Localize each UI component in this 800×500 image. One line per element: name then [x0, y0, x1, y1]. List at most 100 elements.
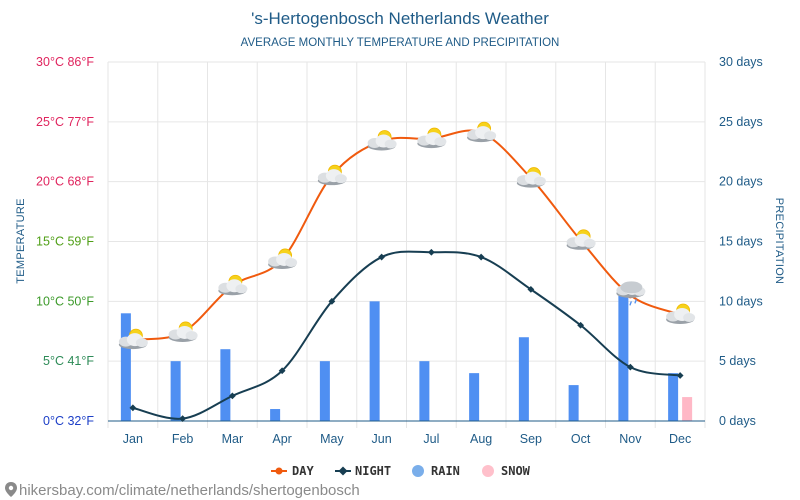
rain-bar: [419, 361, 430, 421]
night-point: [626, 363, 634, 371]
legend-rain-marker: [412, 465, 424, 477]
night-point: [179, 415, 187, 423]
precipitation-tick-label: 30 days: [719, 55, 763, 69]
precipitation-axis-ticks: 0 days 5 days 10 days 15 days 20 days 25 days…: [719, 55, 763, 428]
cloud-puff: [185, 330, 198, 340]
precipitation-tick-label: 25 days: [719, 115, 763, 129]
legend-night-marker: [338, 466, 348, 476]
night-point: [527, 285, 535, 293]
night-point: [378, 253, 386, 261]
snow-bar: [682, 397, 693, 421]
night-point: [278, 367, 286, 375]
cloud-puff: [235, 284, 248, 294]
temperature-tick-label: 15°C 59°F: [36, 235, 94, 249]
rain-bar: [668, 373, 679, 421]
rain-bar: [220, 349, 231, 421]
legend-night-label: NIGHT: [355, 464, 391, 478]
temperature-axis-title: TEMPERATURE: [15, 198, 27, 284]
sun-cloud-icon: [566, 229, 596, 250]
precipitation-tick-label: 15 days: [719, 235, 763, 249]
temperature-axis-ticks: 0°C 32°F 5°C 41°F 10°C 50°F 15°C 59°F 20°C 6…: [36, 55, 94, 428]
legend-day-marker: [275, 467, 283, 475]
location-pin-icon: [5, 482, 17, 497]
sun-cloud-icon: [467, 121, 497, 143]
sun-cloud-icon: [118, 328, 148, 350]
month-label: Feb: [172, 432, 194, 446]
month-label: Dec: [669, 432, 691, 446]
legend-snow-label: SNOW: [501, 464, 531, 478]
temperature-tick-label: 10°C 50°F: [36, 294, 94, 308]
precipitation-bars: [120, 289, 693, 421]
rain-bar: [618, 289, 629, 421]
month-label: Mar: [222, 432, 244, 446]
chart-title: 's-Hertogenbosch Netherlands Weather: [251, 9, 549, 28]
month-axis: Jan Feb Mar Apr May Jun Jul Aug Sep Oct Nov Dec: [123, 432, 691, 446]
legend-item-day[interactable]: DAY: [271, 464, 314, 478]
cloud-puff: [334, 174, 347, 184]
rain-drop: [629, 301, 632, 306]
rain-cloud-icon: [616, 281, 646, 306]
rain-bar: [369, 301, 380, 421]
legend: DAY NIGHT RAIN SNOW: [271, 464, 531, 478]
month-label: Sep: [520, 432, 542, 446]
month-label: Nov: [619, 432, 642, 446]
footer-url: hikersbay.com/climate/netherlands/sherto…: [19, 482, 360, 499]
rain-drop: [634, 299, 637, 304]
month-label: Apr: [272, 432, 291, 446]
cloud-puff: [620, 281, 643, 294]
month-label: Aug: [470, 432, 492, 446]
temperature-tick-label: 0°C 32°F: [43, 414, 94, 428]
sun-cloud-icon: [218, 274, 248, 296]
sun-cloud-icon: [317, 164, 347, 186]
temperature-tick-label: 25°C 77°F: [36, 115, 94, 129]
month-label: Jul: [423, 432, 439, 446]
month-label: Jun: [372, 432, 392, 446]
night-point: [477, 253, 485, 261]
month-label: Jan: [123, 432, 143, 446]
rain-bar: [469, 373, 480, 421]
cloud-puff: [683, 312, 696, 322]
rain-bar: [120, 313, 131, 421]
sun-cloud-icon: [168, 321, 198, 342]
precipitation-tick-label: 5 days: [719, 354, 756, 368]
footer-link[interactable]: hikersbay.com/climate/netherlands/sherto…: [5, 482, 360, 499]
rain-bar: [568, 385, 579, 421]
cloud-puff: [135, 338, 148, 348]
sun-cloud-icon: [417, 127, 447, 149]
rain-bar: [170, 361, 181, 421]
chart-subtitle: AVERAGE MONTHLY TEMPERATURE AND PRECIPIT…: [241, 37, 560, 49]
precipitation-tick-label: 0 days: [719, 414, 756, 428]
night-point: [676, 372, 684, 379]
night-point: [328, 297, 336, 305]
night-point: [427, 248, 435, 256]
legend-item-snow[interactable]: SNOW: [482, 464, 531, 478]
cloud-puff: [533, 176, 546, 186]
weather-icons: [118, 121, 696, 350]
precipitation-axis-title: PRECIPITATION: [773, 198, 785, 285]
cloud-puff: [434, 137, 447, 147]
month-label: Oct: [571, 432, 591, 446]
legend-snow-marker: [482, 465, 494, 477]
rain-bar: [518, 337, 529, 421]
temperature-tick-label: 5°C 41°F: [43, 354, 94, 368]
sun-cloud-icon: [367, 130, 397, 151]
rain-drop: [624, 299, 627, 304]
legend-item-night[interactable]: NIGHT: [335, 464, 391, 478]
legend-day-label: DAY: [292, 464, 314, 478]
cloud-puff: [484, 131, 497, 141]
precipitation-tick-label: 10 days: [719, 294, 763, 308]
night-point: [129, 404, 137, 412]
sun-cloud-icon: [666, 303, 696, 324]
sun-cloud-icon: [268, 248, 298, 269]
legend-rain-label: RAIN: [431, 464, 460, 478]
cloud-puff: [384, 139, 397, 149]
legend-item-rain[interactable]: RAIN: [412, 464, 460, 478]
rain-bar: [319, 361, 330, 421]
cloud-puff: [285, 257, 298, 267]
grid-lines: [107, 61, 706, 428]
cloud-puff: [583, 238, 596, 248]
temperature-tick-label: 30°C 86°F: [36, 55, 94, 69]
night-point: [228, 392, 236, 400]
rain-bar: [270, 409, 281, 421]
